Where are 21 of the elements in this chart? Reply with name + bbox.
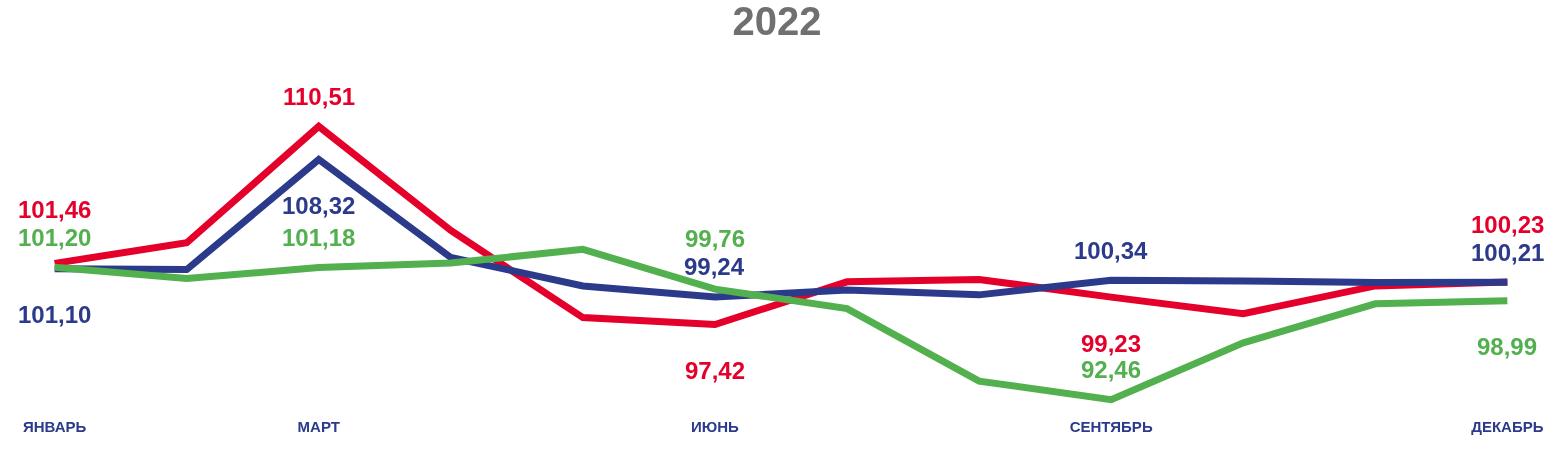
data-label: 99,76 [685,225,746,252]
data-label: 101,18 [282,224,356,251]
data-label: 101,10 [18,301,92,328]
data-label: 108,32 [282,192,356,219]
x-tick-label: ИЮНЬ [691,418,740,435]
x-tick-label: СЕНТЯБРЬ [1069,418,1153,435]
x-tick-label: ДЕКАБРЬ [1471,418,1544,435]
data-label: 100,23 [1471,211,1545,238]
x-tick-label: ЯНВАРЬ [22,418,87,435]
data-label: 99,24 [684,253,745,280]
data-label: 110,51 [283,83,356,110]
data-label: 101,20 [18,224,92,251]
data-label: 97,42 [685,357,746,384]
data-label: 99,23 [1081,330,1142,357]
data-label: 100,21 [1471,239,1545,266]
data-label: 100,34 [1074,237,1149,264]
x-tick-label: МАРТ [297,418,340,435]
data-label: 92,46 [1081,356,1142,383]
data-label: 98,99 [1477,333,1538,360]
chart-title: 2022 [732,0,822,43]
data-label: 101,46 [18,196,92,223]
